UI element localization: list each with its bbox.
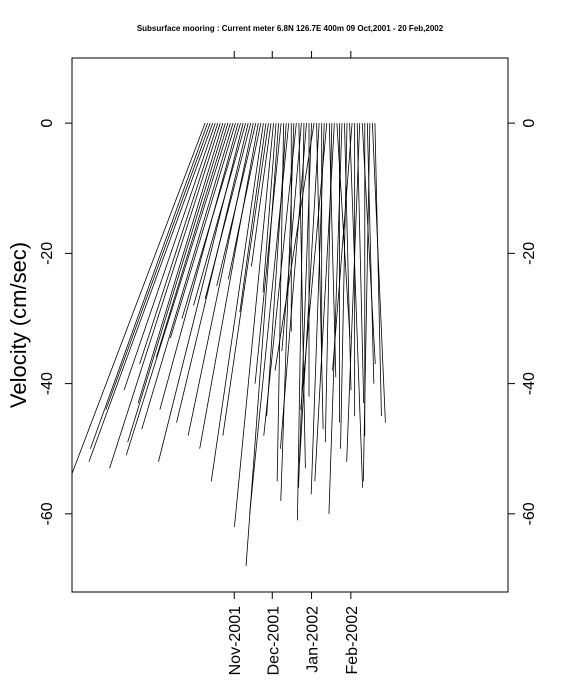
stick (254, 123, 282, 384)
stick (193, 123, 247, 306)
stick (176, 123, 249, 423)
x-tick-label: Nov-2001 (227, 606, 244, 675)
stick (141, 123, 234, 430)
stick (340, 123, 348, 449)
y2-tick-label: -40 (521, 372, 538, 395)
plot-frame (71, 57, 509, 593)
stick (222, 123, 269, 436)
stick (280, 123, 307, 449)
stick (316, 123, 324, 430)
stick (187, 123, 254, 436)
stick (109, 122, 221, 469)
stick (123, 122, 216, 391)
stick (169, 123, 236, 339)
stick (298, 123, 312, 488)
stick (139, 122, 219, 365)
stick (374, 123, 382, 417)
stick (249, 123, 290, 514)
stick (181, 123, 241, 319)
stick (297, 123, 305, 521)
stick (300, 123, 328, 410)
stick (239, 123, 267, 313)
y-tick-label: -20 (39, 242, 56, 265)
stick (204, 123, 252, 300)
stick (227, 123, 262, 280)
stick (324, 123, 333, 443)
stick (127, 123, 226, 443)
x-tick-label: Dec-2001 (265, 606, 282, 675)
y2-tick-label: 0 (521, 119, 538, 128)
stick (314, 123, 335, 482)
stick (216, 123, 257, 287)
stick (210, 123, 264, 482)
stick (158, 123, 244, 462)
stick (262, 123, 277, 293)
stick (137, 123, 224, 404)
y2-tick-label: -20 (521, 242, 538, 265)
stick (362, 123, 371, 482)
stick (263, 123, 297, 436)
y-axis-label: Velocity (cm/sec) (6, 242, 31, 408)
stick (251, 123, 272, 267)
stick (155, 123, 229, 358)
stick (371, 123, 386, 423)
stick (159, 123, 239, 410)
stick (71, 122, 206, 475)
stick (310, 123, 325, 495)
stick (344, 123, 352, 391)
stick (90, 122, 208, 449)
stick (266, 123, 287, 417)
stick (328, 123, 343, 514)
stick (125, 123, 231, 456)
stick (105, 122, 211, 410)
y-tick-label: -40 (39, 372, 56, 395)
stick (366, 123, 375, 384)
stick (361, 123, 376, 365)
chart-title: Subsurface mooring : Current meter 6.8N … (137, 24, 444, 33)
x-tick-label: Jan-2002 (305, 606, 322, 673)
stick (299, 123, 320, 462)
stick (332, 123, 353, 371)
stick (274, 123, 315, 371)
stick (298, 123, 306, 469)
x-tick-label: Feb-2002 (344, 606, 361, 675)
stick (234, 123, 274, 527)
stick (199, 123, 259, 449)
y-tick-label: 0 (39, 119, 56, 128)
stick (346, 123, 361, 462)
stick (349, 123, 363, 488)
stick (88, 122, 214, 462)
y-tick-label: -60 (39, 502, 56, 525)
stick (280, 123, 295, 501)
y2-tick-label: -60 (521, 502, 538, 525)
stick (281, 123, 302, 352)
